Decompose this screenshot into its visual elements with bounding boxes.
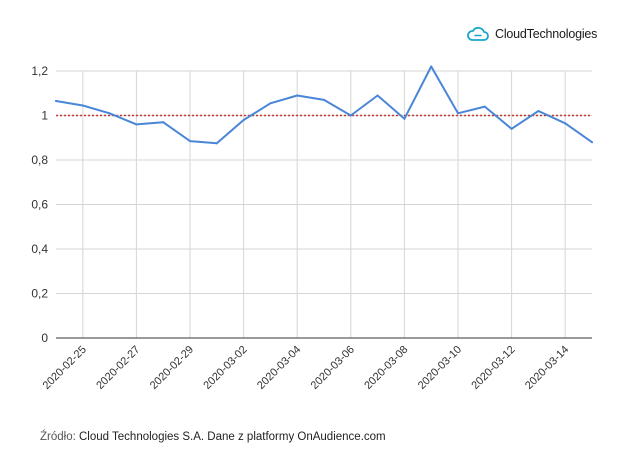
y-tick-label: 0,2 <box>31 287 48 301</box>
data-point <box>135 123 138 126</box>
data-point <box>349 114 352 117</box>
data-point <box>215 142 218 145</box>
data-point <box>242 118 245 121</box>
line-chart: 00,20,40,60,811,2 2020-02-25 2020-02-27 20… <box>31 64 593 392</box>
x-tick-label: 2020-03-14 <box>523 344 571 392</box>
data-point <box>162 121 165 124</box>
data-point <box>55 100 57 103</box>
data-point <box>108 112 111 115</box>
source-label: Źródło: <box>40 431 76 443</box>
source-text: Cloud Technologies S.A. Dane z platformy… <box>79 431 386 443</box>
data-point <box>269 102 272 105</box>
x-tick-label: 2020-02-29 <box>148 344 196 392</box>
x-tick-label: 2020-03-10 <box>416 344 464 392</box>
x-tick-label: 2020-03-04 <box>255 344 303 392</box>
data-point <box>564 122 567 125</box>
y-tick-label: 0,4 <box>31 242 48 256</box>
series-layer <box>55 65 593 145</box>
data-point <box>483 105 486 108</box>
cloud-icon <box>467 26 489 41</box>
data-point <box>537 110 540 113</box>
data-point <box>510 127 513 130</box>
brand-name: CloudTechnologies <box>495 27 598 41</box>
data-point <box>81 104 84 107</box>
chart-grid <box>56 70 592 339</box>
x-axis-ticks: 2020-02-25 2020-02-27 2020-02-29 2020-03-02… <box>41 344 572 392</box>
brand-logo: CloudTechnologies <box>466 23 597 45</box>
x-tick-label: 2020-03-08 <box>362 344 410 392</box>
data-point <box>591 141 593 144</box>
y-tick-label: 1,2 <box>31 64 48 78</box>
data-point <box>323 98 325 101</box>
y-axis-ticks: 0 0,2 0,4 0,6 0,8 1 1,2 <box>31 64 48 345</box>
data-point <box>189 140 191 143</box>
x-tick-label: 2020-03-06 <box>309 344 357 392</box>
data-point <box>376 94 379 97</box>
data-point <box>457 112 459 115</box>
x-tick-label: 2020-03-12 <box>469 344 517 392</box>
x-tick-label: 2020-02-25 <box>41 344 89 392</box>
data-point <box>296 94 299 97</box>
y-tick-label: 0,6 <box>31 198 48 212</box>
x-tick-label: 2020-03-02 <box>201 344 249 392</box>
x-tick-label: 2020-02-27 <box>94 344 142 392</box>
y-tick-label: 1 <box>41 109 48 123</box>
source-note: Źródło: Cloud Technologies S.A. Dane z p… <box>40 431 386 443</box>
data-point <box>430 65 433 68</box>
y-tick-label: 0 <box>41 331 48 345</box>
data-point <box>403 117 406 120</box>
y-tick-label: 0,8 <box>31 153 48 167</box>
